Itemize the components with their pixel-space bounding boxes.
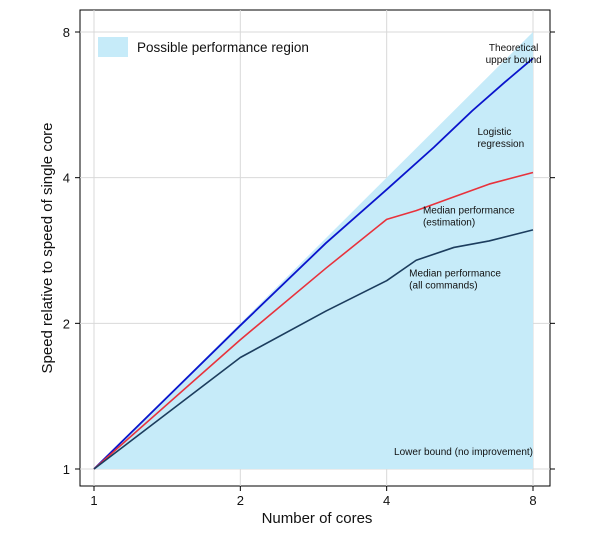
annotation-0-line-1: upper bound [486,55,542,66]
legend-swatch [98,37,128,57]
y-axis-title: Speed relative to speed of single core [39,123,56,374]
series-line-logistic [93,57,534,470]
annotation-1-line-1: regression [477,139,524,150]
series-lines [93,57,534,470]
y-tick-label-4: 4 [63,171,70,186]
annotation-0-line-0: Theoretical [489,43,538,54]
y-tick-label-1: 1 [63,462,70,477]
annotation-3: Median performance (all commands) [409,268,501,291]
x-tick-label-4: 4 [383,493,390,508]
annotation-0: Theoretical upper bound [486,43,542,66]
annotation-2-line-0: Median performance [423,206,515,217]
annotation-3-line-1: (all commands) [409,280,477,291]
x-axis-title: Number of cores [262,510,373,527]
x-tick-label-8: 8 [529,493,536,508]
annotation-4-line-0: Lower bound (no improvement) [394,447,533,458]
annotation-3-line-0: Median performance [409,268,501,279]
y-tick-label-2: 2 [63,316,70,331]
annotation-4: Lower bound (no improvement) [394,447,533,458]
performance-region-area [94,32,533,469]
series-line-median_estimation [93,171,534,470]
performance-region [94,32,533,469]
annotation-1-line-0: Logistic [477,127,511,138]
series-line-median_all [93,229,534,470]
annotation-1: Logistic regression [477,127,524,150]
y-tick-label-8: 8 [63,25,70,40]
legend: Possible performance region [98,37,309,57]
legend-label: Possible performance region [137,40,309,55]
annotation-2: Median performance (estimation) [423,206,515,229]
x-tick-label-1: 1 [90,493,97,508]
annotation-2-line-1: (estimation) [423,218,475,229]
annotations: Theoretical upper bound Logistic regression… [394,43,542,458]
x-tick-label-2: 2 [237,493,244,508]
